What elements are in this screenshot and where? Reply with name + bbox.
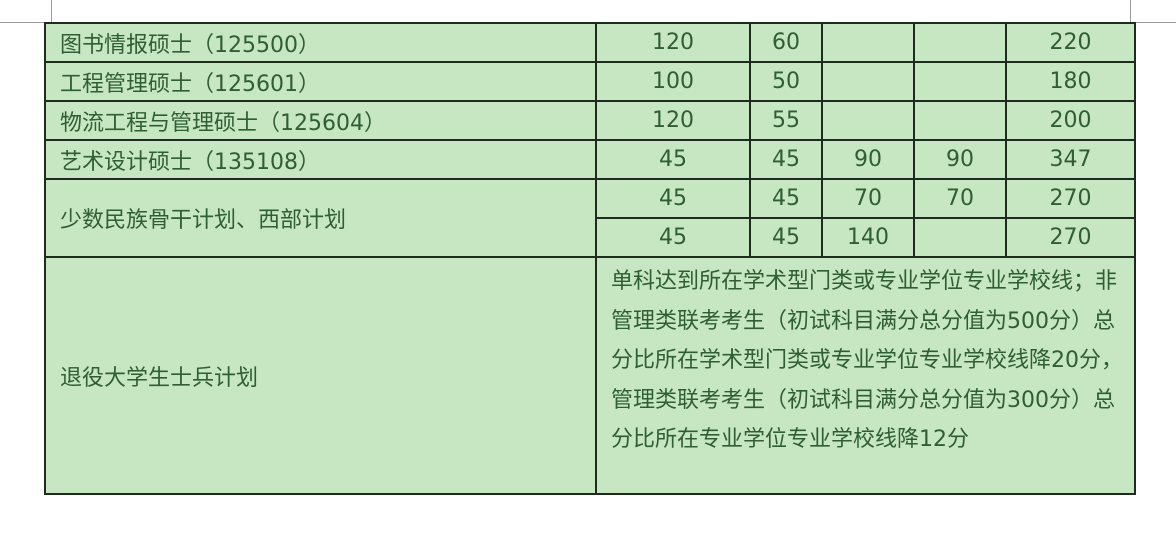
program-name: 少数民族骨干计划、西部计划: [44, 178, 597, 258]
total-cell: 270: [1005, 178, 1136, 219]
score-cell: [913, 100, 1007, 141]
table-row: 退役大学生士兵计划 单科达到所在学术型门类或专业学位专业学校线；非管理类联考考生…: [44, 256, 1136, 495]
page-corner-mark-right: [1130, 0, 1131, 22]
score-cell: 55: [749, 100, 823, 141]
program-name: 艺术设计硕士（135108）: [44, 139, 597, 180]
total-cell: 220: [1005, 22, 1136, 63]
table-row: 工程管理硕士（125601） 100 50 180: [44, 61, 1136, 102]
score-cell: 120: [595, 22, 751, 63]
score-cell: 45: [749, 139, 823, 180]
score-cell: [913, 217, 1007, 258]
score-cell: 90: [821, 139, 915, 180]
page-corner-mark-left: [51, 0, 52, 22]
score-cell: 45: [595, 139, 751, 180]
score-cell: 45: [749, 178, 823, 219]
total-cell: 270: [1005, 217, 1136, 258]
veteran-note: 单科达到所在学术型门类或专业学位专业学校线；非管理类联考考生（初试科目满分总分值…: [595, 256, 1136, 495]
score-cell: 90: [913, 139, 1007, 180]
score-cell: 45: [595, 178, 751, 219]
table-row: 艺术设计硕士（135108） 45 45 90 90 347: [44, 139, 1136, 180]
score-cell: [913, 61, 1007, 102]
score-cell: [821, 61, 915, 102]
table-row: 物流工程与管理硕士（125604） 120 55 200: [44, 100, 1136, 141]
table-row: 少数民族骨干计划、西部计划 45 45 70 70 270: [44, 178, 1136, 258]
score-cell: [821, 100, 915, 141]
score-cell: 100: [595, 61, 751, 102]
score-cell: [913, 22, 1007, 63]
program-name: 工程管理硕士（125601）: [44, 61, 597, 102]
page-corner-mark-right-h: [1130, 22, 1176, 23]
score-table: 图书情报硕士（125500） 120 60 220 工程管理硕士（125601）…: [44, 22, 1136, 495]
score-cell: 45: [595, 217, 751, 258]
total-cell: 347: [1005, 139, 1136, 180]
program-name: 图书情报硕士（125500）: [44, 22, 597, 63]
score-cell: 50: [749, 61, 823, 102]
table-row: 图书情报硕士（125500） 120 60 220: [44, 22, 1136, 63]
score-cell: 70: [821, 178, 915, 219]
table-row: 45 45 140 270: [45, 217, 1136, 258]
program-name: 物流工程与管理硕士（125604）: [44, 100, 597, 141]
score-cell: 60: [749, 22, 823, 63]
score-cell: 45: [749, 217, 823, 258]
program-name: 退役大学生士兵计划: [44, 256, 597, 495]
total-cell: 200: [1005, 100, 1136, 141]
page-corner-mark-left-h: [0, 22, 51, 23]
score-cell: [821, 22, 915, 63]
total-cell: 180: [1005, 61, 1136, 102]
score-cell: 120: [595, 100, 751, 141]
score-cell: 70: [913, 178, 1007, 219]
score-cell: 140: [821, 217, 915, 258]
